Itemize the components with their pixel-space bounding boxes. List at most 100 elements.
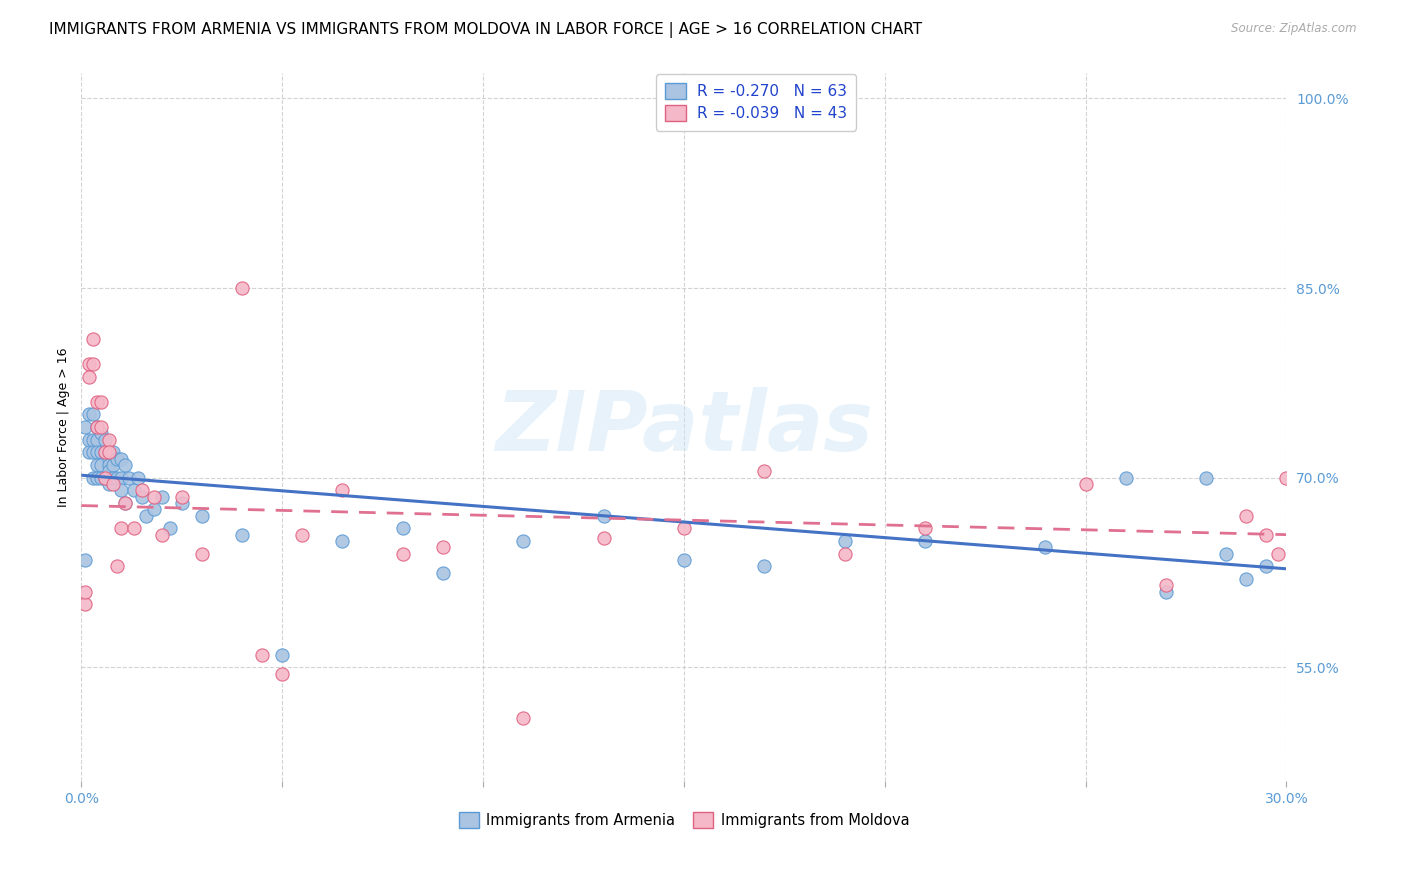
Point bbox=[98, 464, 121, 478]
Point bbox=[90, 445, 112, 459]
Point bbox=[914, 521, 936, 535]
Point bbox=[90, 426, 112, 441]
Point bbox=[82, 408, 104, 422]
Point bbox=[103, 471, 125, 485]
Point bbox=[114, 458, 136, 472]
Point bbox=[170, 496, 193, 510]
Point bbox=[82, 445, 104, 459]
Point bbox=[79, 433, 101, 447]
Point bbox=[142, 490, 165, 504]
Point bbox=[110, 521, 132, 535]
Point bbox=[82, 332, 104, 346]
Point bbox=[1234, 508, 1257, 523]
Point bbox=[1256, 559, 1278, 574]
Point bbox=[432, 541, 454, 555]
Point bbox=[122, 521, 145, 535]
Point bbox=[150, 490, 173, 504]
Point bbox=[94, 471, 117, 485]
Point bbox=[159, 521, 181, 535]
Point bbox=[512, 533, 534, 548]
Point bbox=[103, 477, 125, 491]
Point bbox=[672, 521, 695, 535]
Point bbox=[86, 420, 108, 434]
Point bbox=[75, 553, 97, 567]
Point bbox=[79, 357, 101, 371]
Point bbox=[82, 357, 104, 371]
Point bbox=[592, 508, 614, 523]
Point bbox=[86, 471, 108, 485]
Point bbox=[391, 547, 413, 561]
Point bbox=[170, 490, 193, 504]
Point bbox=[79, 445, 101, 459]
Point bbox=[94, 433, 117, 447]
Point bbox=[1154, 584, 1177, 599]
Point bbox=[86, 420, 108, 434]
Point bbox=[754, 559, 776, 574]
Point bbox=[332, 483, 354, 498]
Point bbox=[75, 420, 97, 434]
Point bbox=[754, 464, 776, 478]
Point bbox=[94, 471, 117, 485]
Point bbox=[672, 553, 695, 567]
Point bbox=[271, 648, 294, 662]
Point bbox=[75, 597, 97, 611]
Text: ZIPatlas: ZIPatlas bbox=[495, 386, 873, 467]
Point bbox=[79, 369, 101, 384]
Point bbox=[131, 483, 153, 498]
Point bbox=[82, 433, 104, 447]
Point bbox=[103, 458, 125, 472]
Point bbox=[94, 445, 117, 459]
Point bbox=[86, 458, 108, 472]
Point bbox=[291, 527, 314, 541]
Point bbox=[1195, 471, 1218, 485]
Point bbox=[86, 445, 108, 459]
Point bbox=[118, 471, 141, 485]
Point bbox=[250, 648, 273, 662]
Point bbox=[110, 483, 132, 498]
Point bbox=[90, 420, 112, 434]
Point bbox=[914, 533, 936, 548]
Point bbox=[75, 584, 97, 599]
Point bbox=[98, 458, 121, 472]
Point bbox=[98, 451, 121, 466]
Point bbox=[86, 433, 108, 447]
Point bbox=[86, 395, 108, 409]
Point bbox=[114, 496, 136, 510]
Point bbox=[1267, 547, 1289, 561]
Point bbox=[1215, 547, 1237, 561]
Point bbox=[1115, 471, 1137, 485]
Point bbox=[127, 471, 149, 485]
Point bbox=[110, 451, 132, 466]
Point bbox=[107, 471, 129, 485]
Point bbox=[107, 451, 129, 466]
Point bbox=[90, 458, 112, 472]
Point bbox=[142, 502, 165, 516]
Point bbox=[98, 433, 121, 447]
Point bbox=[82, 471, 104, 485]
Point bbox=[191, 547, 214, 561]
Text: IMMIGRANTS FROM ARMENIA VS IMMIGRANTS FROM MOLDOVA IN LABOR FORCE | AGE > 16 COR: IMMIGRANTS FROM ARMENIA VS IMMIGRANTS FR… bbox=[49, 22, 922, 38]
Point bbox=[122, 483, 145, 498]
Point bbox=[834, 547, 856, 561]
Point bbox=[834, 533, 856, 548]
Point bbox=[231, 527, 253, 541]
Point bbox=[332, 533, 354, 548]
Point bbox=[1035, 541, 1057, 555]
Point bbox=[98, 477, 121, 491]
Point bbox=[1275, 471, 1298, 485]
Point bbox=[131, 490, 153, 504]
Point bbox=[231, 281, 253, 295]
Point bbox=[1234, 572, 1257, 586]
Y-axis label: In Labor Force | Age > 16: In Labor Force | Age > 16 bbox=[58, 347, 70, 507]
Point bbox=[90, 395, 112, 409]
Point bbox=[1154, 578, 1177, 592]
Point bbox=[592, 532, 614, 546]
Point bbox=[432, 566, 454, 580]
Point bbox=[110, 471, 132, 485]
Point bbox=[94, 445, 117, 459]
Point bbox=[103, 445, 125, 459]
Point bbox=[1256, 527, 1278, 541]
Point bbox=[271, 666, 294, 681]
Legend: Immigrants from Armenia, Immigrants from Moldova: Immigrants from Armenia, Immigrants from… bbox=[453, 806, 915, 834]
Point bbox=[135, 508, 157, 523]
